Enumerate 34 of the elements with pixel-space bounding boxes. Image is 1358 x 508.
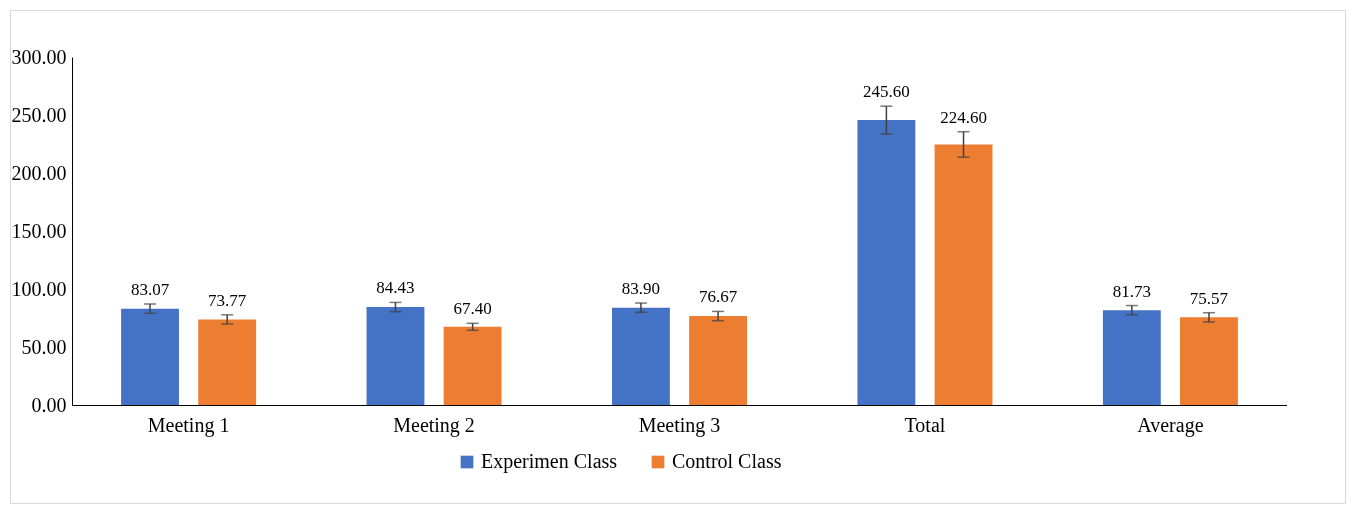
data-label: 75.57 (1189, 288, 1229, 308)
x-tick-label: Average (1137, 413, 1204, 437)
data-label: 245.60 (863, 82, 910, 102)
data-label: 81.73 (1112, 281, 1151, 301)
data-label: 83.90 (621, 279, 661, 299)
data-label: 67.40 (453, 299, 492, 319)
bar (689, 316, 747, 405)
bar (121, 308, 179, 405)
bar (1180, 317, 1238, 405)
y-tick-label: 300.00 (11, 45, 67, 68)
data-label: 73.77 (208, 290, 247, 310)
data-label: 83.07 (130, 280, 170, 299)
y-tick-label: 50.00 (21, 335, 67, 358)
bar (198, 319, 257, 405)
bar (612, 307, 670, 405)
legend-label: Experimen Class (481, 450, 618, 473)
y-tick-label: 150.00 (11, 219, 67, 242)
x-tick-label: Meeting 1 (147, 413, 230, 437)
y-tick-label: 200.00 (11, 161, 67, 184)
bar (1102, 310, 1161, 405)
legend-label: Control Class (672, 450, 782, 472)
x-tick-label: Meeting 3 (638, 413, 721, 437)
x-tick-label: Total (904, 413, 946, 436)
y-tick-label: 0.00 (31, 393, 67, 416)
bar (857, 120, 916, 405)
bar (934, 144, 993, 405)
x-tick-label: Meeting 2 (393, 413, 475, 437)
bar (366, 307, 425, 405)
bar (443, 326, 502, 405)
y-tick-label: 100.00 (11, 277, 67, 300)
data-label: 224.60 (940, 107, 987, 127)
y-tick-label: 250.00 (11, 103, 67, 126)
data-label: 76.67 (698, 287, 738, 307)
data-label: 84.43 (376, 278, 415, 298)
